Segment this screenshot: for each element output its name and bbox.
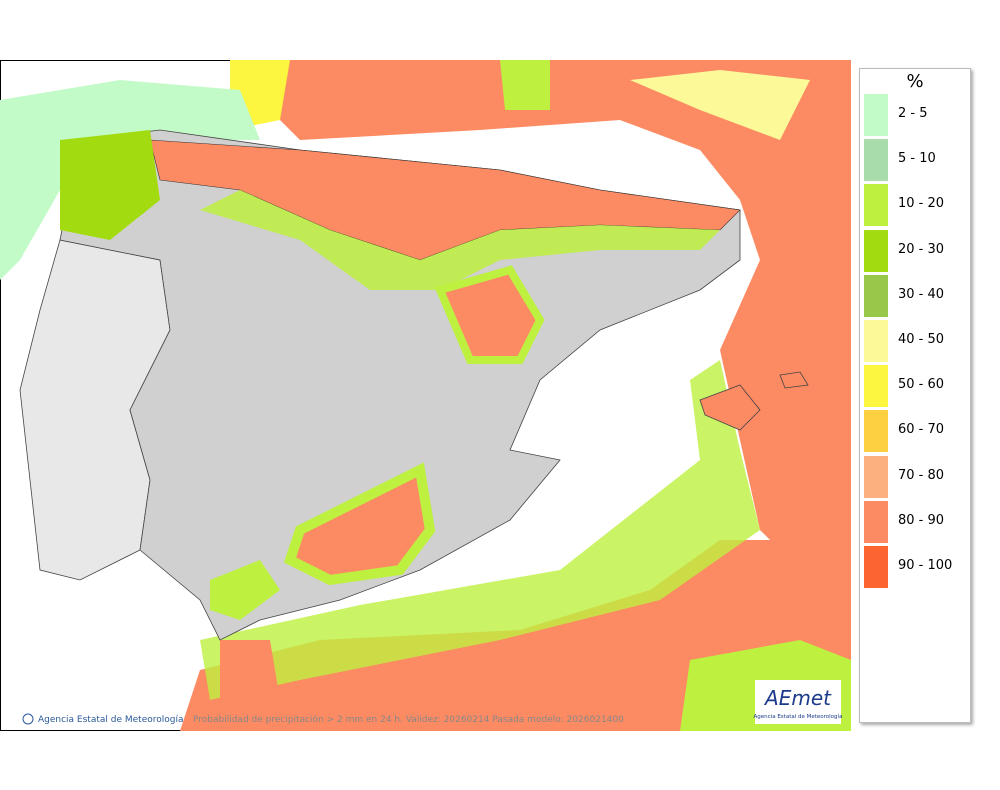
rain-band (630, 70, 810, 140)
legend-swatch (864, 274, 888, 317)
legend-item: 80 - 90 (864, 500, 964, 543)
legend-swatch (864, 320, 888, 362)
legend-swatch (864, 94, 888, 136)
legend-swatch (864, 139, 888, 182)
legend-label: 2 - 5 (898, 106, 928, 121)
logo-box (755, 680, 841, 724)
legend-label: 5 - 10 (898, 151, 936, 167)
land-rain-area (283, 462, 436, 586)
legend-item: 5 - 10 (864, 139, 964, 182)
legend: % 2 - 5 5 - 10 10 - 20 20 - 30 30 - 40 40 - 5… (859, 68, 971, 723)
rain-band (500, 60, 550, 110)
forecast-map: Agencia Estatal de Meteorología Probabil… (0, 60, 851, 731)
legend-label: 50 - 60 (898, 377, 945, 393)
legend-swatch (864, 410, 888, 453)
rain-band (210, 560, 280, 620)
legend-item: 20 - 30 (864, 229, 964, 272)
legend-item: 50 - 60 (864, 365, 964, 408)
legend-item: 70 - 80 (864, 455, 964, 498)
legend-title: % (906, 71, 924, 92)
legend-swatch (864, 365, 888, 408)
legend-swatch (864, 500, 888, 543)
land-rain-area (434, 265, 545, 364)
legend-item: 90 - 100 (864, 546, 964, 588)
map-caption: Probabilidad de precipitación > 2 mm en … (193, 714, 624, 725)
logo-subtitle: Agencia Estatal de Meteorología (754, 713, 843, 720)
africa-rain-area (220, 640, 280, 731)
rain-band (0, 80, 260, 280)
logo-name: AEmet (763, 686, 832, 710)
legend-swatch (864, 229, 888, 272)
island (779, 371, 809, 389)
legend-item: 30 - 40 (864, 274, 964, 317)
legend-label: 70 - 80 (898, 467, 945, 483)
legend-item: 2 - 5 (864, 94, 964, 136)
island (699, 384, 761, 431)
legend-item: 60 - 70 (864, 410, 964, 453)
legend-label: 10 - 20 (898, 196, 945, 212)
legend-label: 90 - 100 (898, 558, 953, 573)
legend-item: 40 - 50 (864, 320, 964, 362)
rain-band (200, 190, 720, 290)
legend-swatch (864, 184, 888, 227)
rain-band (200, 360, 760, 700)
rain-band (60, 130, 160, 240)
legend-swatch (864, 546, 888, 588)
legend-label: 30 - 40 (898, 286, 945, 302)
copyright-text: Agencia Estatal de Meteorología (38, 715, 184, 725)
legend-swatch (864, 455, 888, 498)
legend-item: 10 - 20 (864, 184, 964, 227)
legend-label: 60 - 70 (898, 422, 945, 438)
legend-label: 80 - 90 (898, 512, 945, 528)
legend-label: 40 - 50 (898, 332, 945, 347)
copyright-symbol (22, 713, 34, 725)
legend-label: 20 - 30 (898, 241, 945, 257)
